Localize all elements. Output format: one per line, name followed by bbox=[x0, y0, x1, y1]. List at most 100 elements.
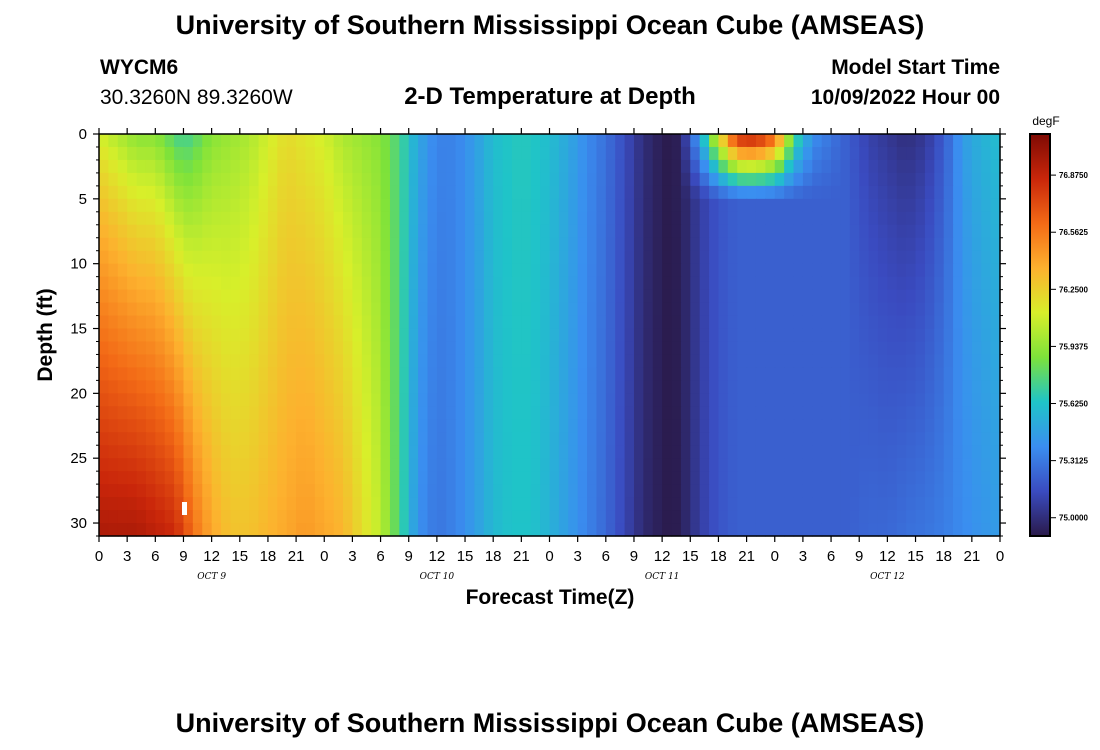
heatmap-cell bbox=[765, 302, 776, 317]
heatmap-cell bbox=[314, 315, 325, 330]
heatmap-cell bbox=[465, 341, 476, 356]
heatmap-cell bbox=[971, 224, 982, 239]
heatmap-cell bbox=[427, 445, 438, 459]
heatmap-cell bbox=[99, 367, 109, 381]
heatmap-cell bbox=[408, 328, 419, 343]
heatmap-cell bbox=[174, 510, 185, 524]
heatmap-cell bbox=[924, 302, 935, 317]
heatmap-cell bbox=[596, 510, 607, 524]
heatmap-cell bbox=[296, 315, 307, 330]
heatmap-cell bbox=[371, 406, 382, 420]
heatmap-cell bbox=[671, 380, 682, 394]
heatmap-cell bbox=[352, 445, 363, 459]
heatmap-cell bbox=[896, 302, 907, 317]
heatmap-cell bbox=[615, 146, 626, 161]
heatmap-cell bbox=[483, 263, 494, 278]
heatmap-cell bbox=[802, 471, 813, 485]
heatmap-cell bbox=[136, 406, 147, 420]
heatmap-cell bbox=[352, 159, 363, 174]
heatmap-cell bbox=[530, 172, 541, 187]
heatmap-cell bbox=[680, 523, 691, 537]
heatmap-cell bbox=[465, 367, 476, 381]
heatmap-cell bbox=[174, 250, 185, 265]
heatmap-cell bbox=[812, 276, 823, 291]
heatmap-cell bbox=[145, 159, 156, 174]
heatmap-cell bbox=[849, 224, 860, 239]
heatmap-cell bbox=[755, 484, 766, 498]
heatmap-cell bbox=[192, 393, 203, 407]
heatmap-cell bbox=[286, 406, 297, 420]
heatmap-cell bbox=[455, 367, 466, 381]
heatmap-cell bbox=[906, 341, 917, 356]
heatmap-cell bbox=[427, 276, 438, 291]
heatmap-cell bbox=[380, 510, 391, 524]
heatmap-cell bbox=[605, 185, 616, 200]
heatmap-cell bbox=[296, 406, 307, 420]
heatmap-cell bbox=[605, 406, 616, 420]
heatmap-cell bbox=[530, 354, 541, 369]
heatmap-cell bbox=[746, 146, 757, 161]
heatmap-cell bbox=[840, 523, 851, 537]
heatmap-cell bbox=[680, 445, 691, 459]
heatmap-cell bbox=[727, 497, 738, 511]
heatmap-cell bbox=[108, 289, 119, 304]
heatmap-cell bbox=[868, 471, 879, 485]
heatmap-cell bbox=[746, 497, 757, 511]
heatmap-cell bbox=[164, 276, 175, 291]
heatmap-cell bbox=[662, 237, 673, 252]
heatmap-cell bbox=[953, 432, 964, 446]
heatmap-cell bbox=[324, 419, 335, 433]
heatmap-cell bbox=[343, 419, 354, 433]
heatmap-cell bbox=[765, 185, 776, 200]
heatmap-cell bbox=[605, 445, 616, 459]
heatmap-cell bbox=[267, 211, 278, 226]
heatmap-cell bbox=[465, 172, 476, 187]
heatmap-cell bbox=[267, 159, 278, 174]
heatmap-cell bbox=[493, 471, 504, 485]
heatmap-cell bbox=[924, 146, 935, 161]
heatmap-cell bbox=[258, 523, 269, 537]
heatmap-cell bbox=[755, 380, 766, 394]
heatmap-cell bbox=[108, 185, 119, 200]
heatmap-cell bbox=[802, 328, 813, 343]
heatmap-cell bbox=[615, 185, 626, 200]
heatmap-cell bbox=[361, 367, 372, 381]
heatmap-cell bbox=[746, 276, 757, 291]
heatmap-cell bbox=[399, 510, 410, 524]
heatmap-cell bbox=[483, 276, 494, 291]
heatmap-cell bbox=[455, 172, 466, 187]
heatmap-cell bbox=[906, 211, 917, 226]
heatmap-cell bbox=[981, 458, 992, 472]
heatmap-cell bbox=[483, 406, 494, 420]
heatmap-cell bbox=[831, 263, 842, 278]
heatmap-cell bbox=[587, 432, 598, 446]
heatmap-cell bbox=[399, 289, 410, 304]
heatmap-cell bbox=[643, 406, 654, 420]
heatmap-cell bbox=[924, 367, 935, 381]
heatmap-cell bbox=[145, 380, 156, 394]
heatmap-cell bbox=[108, 211, 119, 226]
heatmap-cell bbox=[99, 406, 109, 420]
heatmap-cell bbox=[221, 471, 231, 485]
heatmap-cell bbox=[221, 393, 231, 407]
heatmap-cell bbox=[239, 484, 250, 498]
heatmap-cell bbox=[267, 510, 278, 524]
heatmap-cell bbox=[568, 134, 579, 148]
heatmap-cell bbox=[474, 380, 485, 394]
heatmap-cell bbox=[530, 380, 541, 394]
heatmap-cell bbox=[774, 367, 785, 381]
heatmap-cell bbox=[671, 393, 682, 407]
heatmap-cell bbox=[868, 211, 879, 226]
heatmap-cell bbox=[361, 211, 372, 226]
heatmap-cell bbox=[755, 367, 766, 381]
heatmap-cell bbox=[333, 185, 344, 200]
heatmap-cell bbox=[239, 406, 250, 420]
heatmap-cell bbox=[333, 471, 344, 485]
heatmap-cell bbox=[718, 159, 729, 174]
heatmap-cell bbox=[221, 237, 231, 252]
heatmap-cell bbox=[558, 198, 569, 213]
heatmap-cell bbox=[981, 419, 992, 433]
heatmap-cell bbox=[99, 198, 109, 213]
heatmap-cell bbox=[127, 393, 138, 407]
heatmap-cell bbox=[465, 328, 476, 343]
